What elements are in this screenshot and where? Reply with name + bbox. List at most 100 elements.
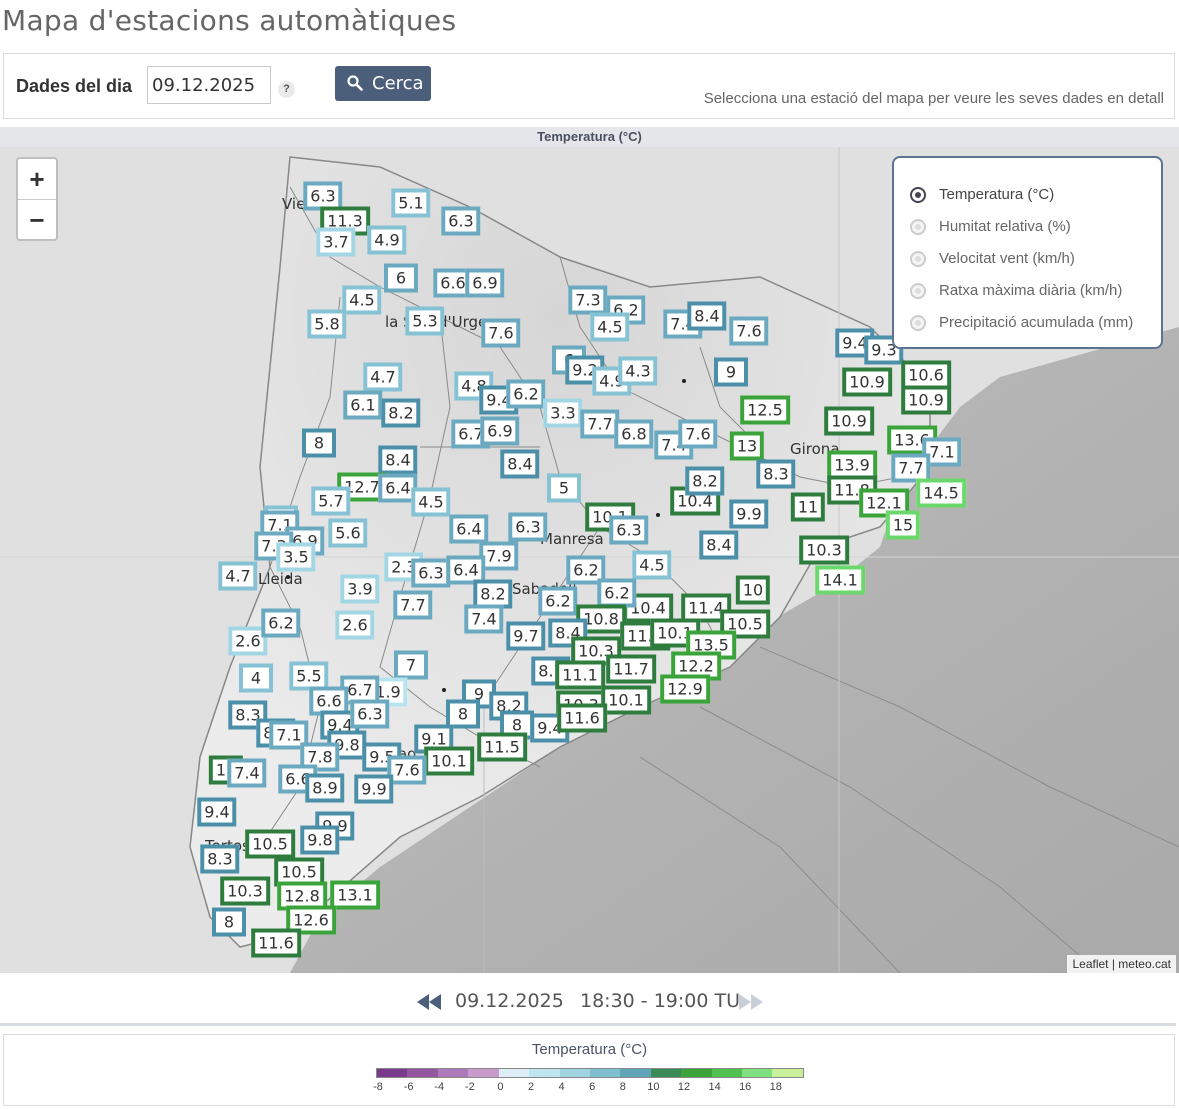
station-marker[interactable]: 3.3 bbox=[543, 398, 583, 428]
station-marker[interactable]: 6.8 bbox=[614, 419, 654, 449]
station-marker[interactable]: 4.5 bbox=[632, 550, 672, 580]
help-icon[interactable]: ? bbox=[278, 81, 295, 98]
next-arrow-icon[interactable] bbox=[737, 992, 765, 1012]
station-marker[interactable]: 7.3 bbox=[568, 285, 608, 315]
station-marker[interactable]: 7.6 bbox=[678, 419, 718, 449]
station-marker[interactable]: 9.9 bbox=[354, 774, 394, 804]
station-marker[interactable]: 7.4 bbox=[464, 604, 504, 634]
station-marker[interactable]: 4.5 bbox=[590, 312, 630, 342]
date-input[interactable]: 09.12.2025 bbox=[147, 66, 271, 104]
station-marker[interactable]: 11.1 bbox=[555, 660, 605, 690]
station-marker[interactable]: 9.8 bbox=[300, 825, 340, 855]
station-marker[interactable]: 2.3 bbox=[384, 552, 424, 582]
station-marker[interactable]: 8.3 bbox=[228, 700, 268, 730]
search-button[interactable]: Cerca bbox=[335, 66, 431, 101]
station-marker[interactable]: 5.8 bbox=[307, 309, 347, 339]
station-marker[interactable]: 7.9 bbox=[479, 541, 519, 571]
station-marker[interactable]: 6.3 bbox=[303, 181, 343, 211]
station-marker[interactable]: 5.1 bbox=[391, 188, 431, 218]
station-marker[interactable]: 7.1 bbox=[269, 720, 309, 750]
station-marker[interactable]: 5 bbox=[547, 473, 581, 503]
station-marker[interactable]: 6.3 bbox=[350, 699, 390, 729]
station-marker[interactable]: 13 bbox=[729, 431, 765, 461]
station-marker[interactable]: 4.7 bbox=[363, 362, 403, 392]
station-marker[interactable]: 6.2 bbox=[538, 586, 578, 616]
station-marker[interactable]: 7.4 bbox=[227, 758, 267, 788]
station-marker[interactable]: 6.3 bbox=[508, 512, 548, 542]
station-marker[interactable]: 4.3 bbox=[618, 356, 658, 386]
station-marker[interactable]: 8.4 bbox=[500, 449, 540, 479]
station-marker[interactable]: 8.3 bbox=[200, 844, 240, 874]
station-marker[interactable]: 9 bbox=[714, 357, 748, 387]
zoom-out-button[interactable]: − bbox=[29, 205, 45, 235]
station-marker[interactable]: 13.9 bbox=[827, 450, 877, 480]
station-marker[interactable]: 12.5 bbox=[740, 395, 790, 425]
station-marker[interactable]: 10.3 bbox=[220, 876, 270, 906]
station-marker[interactable]: 14.5 bbox=[916, 478, 966, 508]
station-marker[interactable]: 7.7 bbox=[891, 453, 931, 483]
station-marker[interactable]: 9.7 bbox=[506, 621, 546, 651]
station-marker[interactable]: 6 bbox=[384, 263, 418, 293]
station-marker[interactable]: 6.2 bbox=[597, 578, 637, 608]
station-marker[interactable]: 8.4 bbox=[687, 301, 727, 331]
station-marker[interactable]: 11.6 bbox=[557, 703, 607, 733]
station-marker[interactable]: 8.3 bbox=[756, 459, 796, 489]
station-marker[interactable]: 8.4 bbox=[699, 530, 739, 560]
station-marker[interactable]: 10.1 bbox=[650, 618, 700, 648]
station-marker[interactable]: 6.1 bbox=[343, 390, 383, 420]
station-marker[interactable]: 4.9 bbox=[367, 225, 407, 255]
station-marker[interactable]: 5.3 bbox=[405, 306, 445, 336]
station-marker[interactable]: 6.3 bbox=[411, 558, 451, 588]
station-marker[interactable]: 2.6 bbox=[228, 626, 268, 656]
station-marker[interactable]: 6.4 bbox=[446, 555, 486, 585]
station-marker[interactable]: 7.6 bbox=[387, 755, 427, 785]
station-marker[interactable]: 8 bbox=[212, 907, 246, 937]
station-marker[interactable]: 7.6 bbox=[481, 318, 521, 348]
station-marker[interactable]: 15 bbox=[885, 510, 921, 540]
station-marker[interactable]: 6.2 bbox=[506, 379, 546, 409]
station-marker[interactable]: 4.7 bbox=[218, 561, 258, 591]
station-marker[interactable]: 8.2 bbox=[381, 398, 421, 428]
station-marker[interactable]: 10.3 bbox=[799, 535, 849, 565]
station-marker[interactable]: 8.4 bbox=[378, 445, 418, 475]
station-marker[interactable]: 13.6 bbox=[887, 425, 937, 455]
station-marker[interactable]: 8.9 bbox=[305, 773, 345, 803]
previous-arrow-icon[interactable] bbox=[415, 992, 443, 1012]
station-marker[interactable]: 6.4 bbox=[449, 514, 489, 544]
station-marker[interactable]: 10.9 bbox=[901, 385, 951, 415]
station-marker[interactable]: 5.6 bbox=[328, 518, 368, 548]
station-marker[interactable]: 11.6 bbox=[251, 928, 301, 958]
station-marker[interactable]: 10.1 bbox=[601, 685, 651, 715]
station-marker[interactable]: 9.9 bbox=[729, 499, 769, 529]
station-marker[interactable]: 10.4 bbox=[623, 593, 673, 623]
station-marker[interactable]: 6.3 bbox=[441, 206, 481, 236]
station-marker[interactable]: 11 bbox=[790, 492, 826, 522]
station-marker[interactable]: 12.1 bbox=[859, 488, 909, 518]
station-marker[interactable]: 4.5 bbox=[411, 487, 451, 517]
station-marker[interactable]: 6.9 bbox=[480, 416, 520, 446]
station-marker[interactable]: 2.6 bbox=[335, 610, 375, 640]
station-marker[interactable]: 7.7 bbox=[393, 590, 433, 620]
station-marker[interactable]: 4 bbox=[239, 663, 273, 693]
station-marker[interactable]: 6.2 bbox=[566, 555, 606, 585]
station-marker[interactable]: 10.1 bbox=[424, 746, 474, 776]
station-marker[interactable]: 4.5 bbox=[342, 285, 382, 315]
station-marker[interactable]: 8 bbox=[446, 699, 480, 729]
station-marker[interactable]: 10.9 bbox=[824, 406, 874, 436]
station-marker[interactable]: 3.9 bbox=[340, 574, 380, 604]
stations-map[interactable]: + − Vie la S d'Urge Girona Manresa Lleid… bbox=[0, 147, 1179, 973]
station-marker[interactable]: 5.7 bbox=[311, 486, 351, 516]
station-marker[interactable]: 5.5 bbox=[289, 661, 329, 691]
station-marker[interactable]: 3.5 bbox=[276, 542, 316, 572]
station-marker[interactable]: 10 bbox=[735, 575, 771, 605]
station-marker[interactable]: 10.5 bbox=[245, 829, 295, 859]
station-marker[interactable]: 7 bbox=[394, 650, 428, 680]
station-marker[interactable]: 8 bbox=[302, 428, 336, 458]
station-marker[interactable]: 9.4 bbox=[479, 385, 519, 415]
station-marker[interactable]: 3.7 bbox=[316, 227, 356, 257]
zoom-in-button[interactable]: + bbox=[18, 159, 56, 200]
station-marker[interactable]: 11.7 bbox=[606, 654, 656, 684]
station-marker[interactable]: 7.6 bbox=[729, 316, 769, 346]
station-marker[interactable]: 10.9 bbox=[842, 367, 892, 397]
station-marker[interactable]: 9.4 bbox=[197, 797, 237, 827]
